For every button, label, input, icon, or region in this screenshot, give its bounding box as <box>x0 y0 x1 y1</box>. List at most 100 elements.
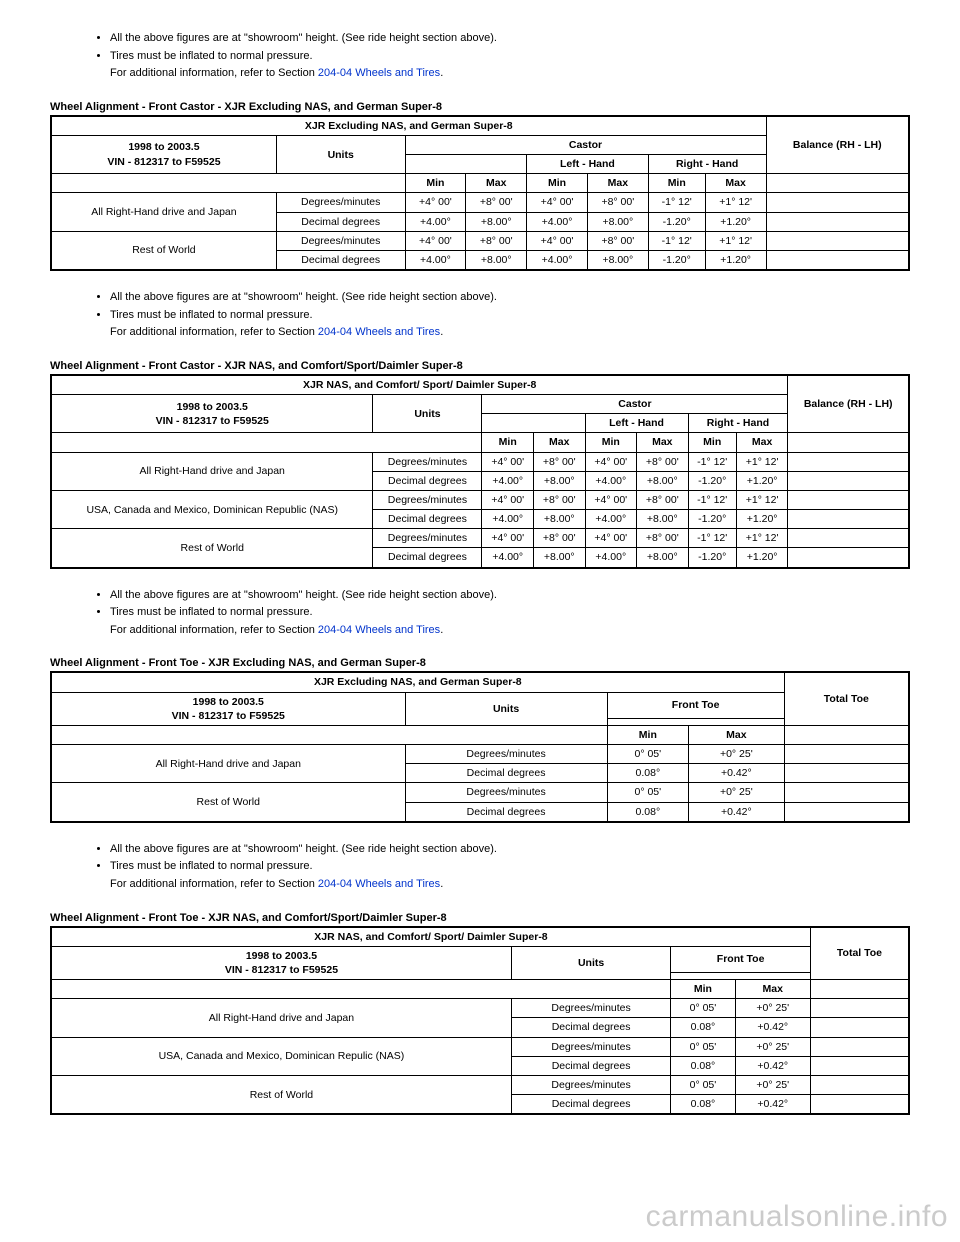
value-cell: +8.00° <box>587 212 648 231</box>
value-cell: +0.42° <box>689 802 785 822</box>
value-cell: +8° 00' <box>533 490 585 509</box>
value-cell: +4.00° <box>405 212 466 231</box>
col-front-toe: Front Toe <box>607 692 784 718</box>
table-row: Min Max Min Max Min Max <box>51 174 909 193</box>
total-toe-cell <box>810 1037 909 1056</box>
value-cell: +8° 00' <box>533 529 585 548</box>
col-units: Units <box>405 692 607 725</box>
balance-cell <box>766 193 909 212</box>
note-text: . <box>440 624 443 636</box>
table-row: All Right-Hand drive and JapanDegrees/mi… <box>51 999 909 1018</box>
value-cell: -1.20° <box>688 510 736 529</box>
value-cell: +4° 00' <box>527 231 588 250</box>
balance-cell <box>766 250 909 270</box>
units-cell: Decimal degrees <box>373 548 482 568</box>
col-year-vin: 1998 to 2003.5 VIN - 812317 to F59525 <box>51 692 405 725</box>
value-cell: +4.00° <box>482 471 534 490</box>
balance-cell <box>788 452 909 471</box>
note-text: . <box>440 326 443 338</box>
value-cell: 0° 05' <box>671 1037 735 1056</box>
value-cell: +4° 00' <box>585 490 637 509</box>
region-cell: Rest of World <box>51 1075 511 1114</box>
units-cell: Degrees/minutes <box>511 1037 670 1056</box>
col-blank <box>51 174 405 193</box>
col-total-toe: Total Toe <box>784 672 909 725</box>
value-cell: +1.20° <box>736 548 788 568</box>
value-cell: -1° 12' <box>688 529 736 548</box>
table-row: USA, Canada and Mexico, Dominican Republ… <box>51 490 909 509</box>
table-row: Min Max <box>51 980 909 999</box>
table-row: XJR NAS, and Comfort/ Sport/ Daimler Sup… <box>51 927 909 947</box>
value-cell: +1° 12' <box>736 529 788 548</box>
value-cell: +1.20° <box>736 471 788 490</box>
note-item: All the above figures are at "showroom" … <box>110 30 910 48</box>
col-min: Min <box>405 174 466 193</box>
notes-list: All the above figures are at "showroom" … <box>110 841 910 894</box>
value-cell: +1° 12' <box>736 490 788 509</box>
castor-table-1: XJR Excluding NAS, and German Super-8 Ba… <box>50 115 910 271</box>
vin-range: VIN - 812317 to F59525 <box>107 156 220 168</box>
units-cell: Degrees/minutes <box>373 452 482 471</box>
notes-list: All the above figures are at "showroom" … <box>110 30 910 83</box>
section-link[interactable]: 204-04 Wheels and Tires <box>318 878 440 890</box>
value-cell: +0° 25' <box>689 783 785 802</box>
units-cell: Degrees/minutes <box>405 783 607 802</box>
table-row: Min Max Min Max Min Max <box>51 433 909 452</box>
col-min: Min <box>688 433 736 452</box>
col-blank <box>51 980 671 999</box>
value-cell: +8.00° <box>637 510 689 529</box>
total-toe-cell <box>784 802 909 822</box>
value-cell: 0° 05' <box>607 783 688 802</box>
balance-cell <box>766 212 909 231</box>
table-row: Rest of WorldDegrees/minutes0° 05'+0° 25… <box>51 1075 909 1094</box>
table-row: All Right-Hand drive and JapanDegrees/mi… <box>51 745 909 764</box>
total-toe-cell <box>810 1056 909 1075</box>
note-text: Tires must be inflated to normal pressur… <box>110 860 313 872</box>
year-range: 1998 to 2003.5 <box>177 401 248 413</box>
vin-range: VIN - 812317 to F59525 <box>172 710 285 722</box>
col-max: Max <box>736 433 788 452</box>
value-cell: +0° 25' <box>735 1075 810 1094</box>
value-cell: 0.08° <box>607 802 688 822</box>
note-text: Tires must be inflated to normal pressur… <box>110 50 313 62</box>
section-link[interactable]: 204-04 Wheels and Tires <box>318 67 440 79</box>
balance-cell <box>788 548 909 568</box>
table-body-4: All Right-Hand drive and JapanDegrees/mi… <box>51 999 909 1115</box>
value-cell: +8.00° <box>533 548 585 568</box>
value-cell: +1° 12' <box>736 452 788 471</box>
value-cell: 0.08° <box>607 764 688 783</box>
col-total-toe: Total Toe <box>810 927 909 980</box>
note-item: Tires must be inflated to normal pressur… <box>110 858 910 893</box>
note-text: . <box>440 67 443 79</box>
table-row: XJR Excluding NAS, and German Super-8 Ba… <box>51 116 909 136</box>
notes-list: All the above figures are at "showroom" … <box>110 587 910 640</box>
note-text: Tires must be inflated to normal pressur… <box>110 309 313 321</box>
section-link[interactable]: 204-04 Wheels and Tires <box>318 624 440 636</box>
note-text: For additional information, refer to Sec… <box>110 326 318 338</box>
balance-cell <box>788 529 909 548</box>
total-toe-cell <box>810 1075 909 1094</box>
total-toe-cell <box>810 1095 909 1115</box>
value-cell: +8° 00' <box>637 490 689 509</box>
toe-table-1: XJR Excluding NAS, and German Super-8 To… <box>50 671 910 822</box>
value-cell: +0° 25' <box>735 1037 810 1056</box>
note-item: Tires must be inflated to normal pressur… <box>110 307 910 342</box>
total-toe-cell <box>810 999 909 1018</box>
table-row: Rest of WorldDegrees/minutes0° 05'+0° 25… <box>51 783 909 802</box>
col-min: Min <box>482 433 534 452</box>
units-cell: Degrees/minutes <box>511 1075 670 1094</box>
units-cell: Degrees/minutes <box>405 745 607 764</box>
col-min: Min <box>607 725 688 744</box>
note-text: Tires must be inflated to normal pressur… <box>110 606 313 618</box>
value-cell: -1.20° <box>648 212 705 231</box>
value-cell: +8.00° <box>466 250 527 270</box>
section-link[interactable]: 204-04 Wheels and Tires <box>318 326 440 338</box>
value-cell: -1° 12' <box>648 231 705 250</box>
units-cell: Decimal degrees <box>405 802 607 822</box>
toe-table-2: XJR NAS, and Comfort/ Sport/ Daimler Sup… <box>50 926 910 1116</box>
castor-table-2: XJR NAS, and Comfort/ Sport/ Daimler Sup… <box>50 374 910 569</box>
value-cell: -1° 12' <box>648 193 705 212</box>
note-text: All the above figures are at "showroom" … <box>110 291 497 303</box>
value-cell: 0.08° <box>671 1018 735 1037</box>
total-toe-cell <box>784 783 909 802</box>
